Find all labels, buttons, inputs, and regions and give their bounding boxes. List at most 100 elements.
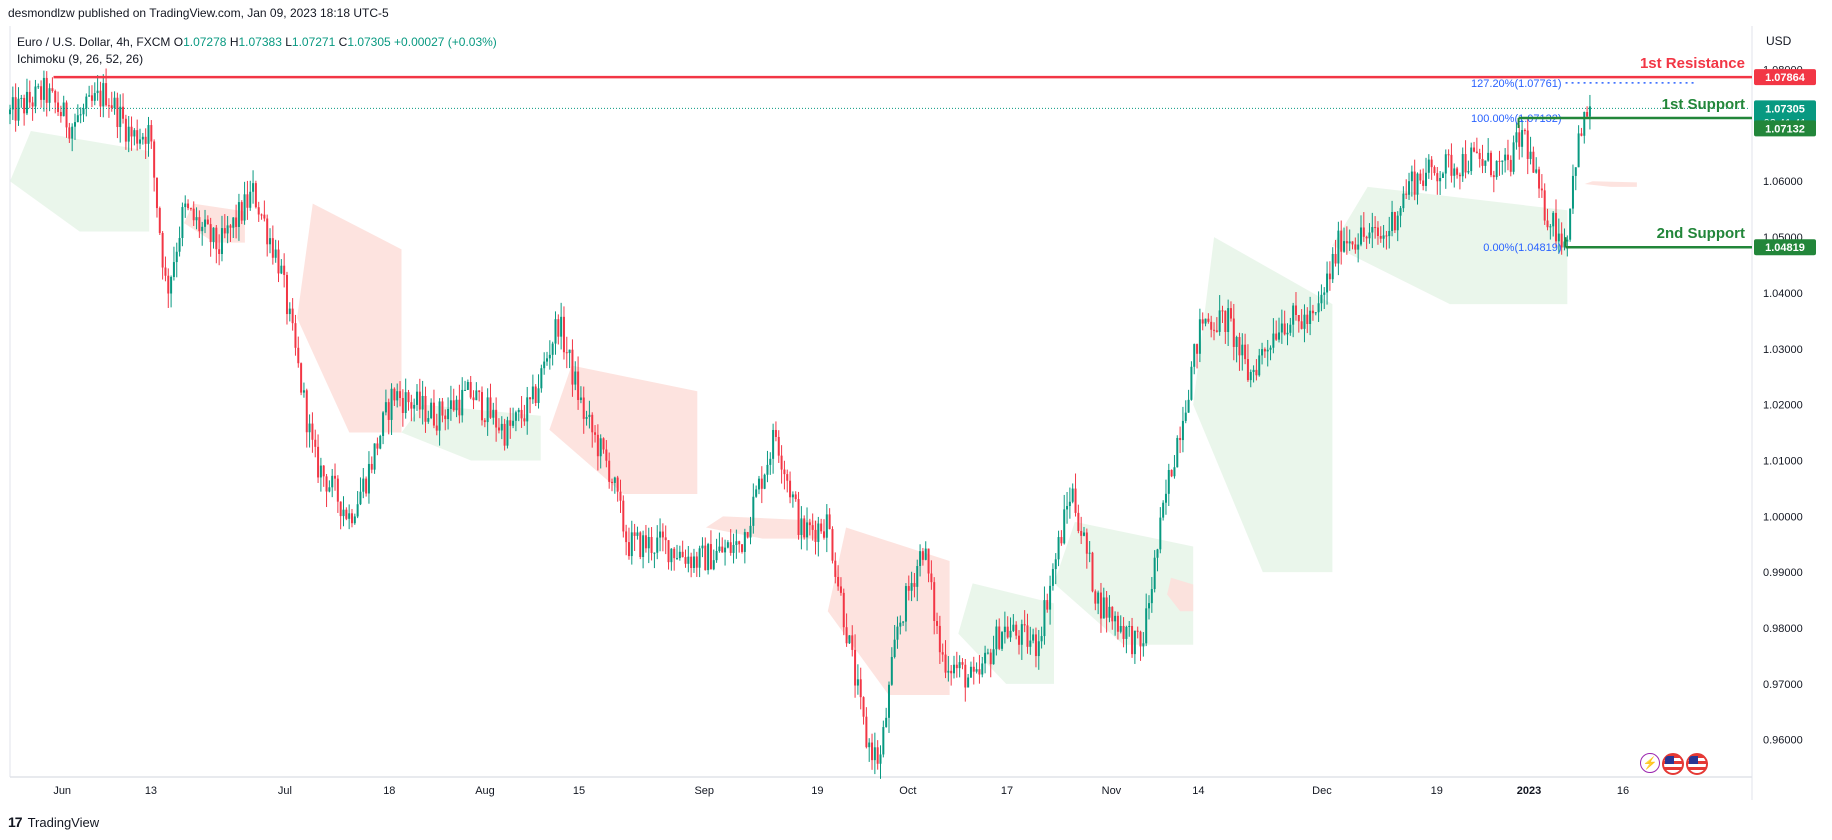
candle-body	[1196, 344, 1199, 354]
candle-body	[718, 546, 721, 551]
candle-body	[1046, 600, 1049, 610]
candle-body	[772, 429, 775, 459]
candle-body	[1091, 552, 1094, 592]
candle-body	[724, 547, 727, 553]
candle-body	[1252, 369, 1255, 373]
candle-body	[17, 98, 20, 121]
candle-body	[1297, 315, 1300, 322]
candle-body	[1193, 344, 1196, 367]
lightning-icon[interactable]: ⚡	[1640, 753, 1660, 773]
candle-body	[639, 532, 642, 558]
candle-body	[1543, 190, 1546, 221]
candle-body	[611, 481, 614, 483]
candle-body	[811, 525, 814, 530]
cloud-segment	[827, 527, 950, 696]
price-tick-label: 1.01000	[1763, 455, 1803, 467]
candle-body	[591, 414, 594, 433]
candle-body	[322, 465, 325, 477]
candle-body	[1238, 337, 1241, 356]
candle-body	[229, 225, 232, 228]
candle-body	[670, 548, 673, 563]
price-tick-label: 1.04000	[1763, 288, 1803, 300]
candle-body	[1374, 227, 1377, 229]
candle-body	[206, 219, 209, 225]
candle-body	[54, 90, 57, 103]
candle-body	[362, 478, 365, 492]
candle-body	[588, 414, 591, 417]
candle-body	[616, 477, 619, 492]
indicator-label[interactable]: Ichimoku (9, 26, 52, 26)	[17, 52, 144, 66]
candle-body	[834, 560, 837, 577]
candle-body	[627, 542, 630, 557]
candle-body	[31, 102, 34, 107]
candle-body	[40, 86, 43, 100]
cloud-segment	[1584, 181, 1637, 187]
price-tick-label: 1.06000	[1763, 176, 1803, 188]
candle-body	[1577, 133, 1580, 168]
candle-body	[582, 397, 585, 419]
candle-body	[998, 626, 1001, 649]
candle-body	[384, 402, 387, 413]
candle-body	[1139, 631, 1142, 647]
candle-body	[1410, 171, 1413, 182]
candle-body	[797, 499, 800, 535]
candle-body	[927, 548, 930, 574]
candle-body	[1215, 330, 1218, 332]
candle-body	[839, 586, 842, 593]
candle-body	[483, 420, 486, 423]
candle-body	[1586, 111, 1589, 117]
candle-body	[1300, 321, 1303, 329]
candle-body	[42, 77, 45, 100]
tradingview-logo[interactable]: TradingView	[27, 814, 100, 830]
candle-body	[701, 545, 704, 549]
candle-body	[1054, 559, 1057, 570]
footer-brand: 17 TradingView	[8, 814, 99, 830]
candle-body	[540, 368, 543, 389]
candle-body	[181, 207, 184, 239]
candle-body	[294, 323, 297, 348]
symbol-name[interactable]: Euro / U.S. Dollar, 4h, FXCM	[17, 35, 171, 49]
candle-body	[755, 489, 758, 497]
candle-body	[656, 537, 659, 553]
candle-body	[1283, 323, 1286, 335]
candle-body	[1249, 372, 1252, 381]
candle-body	[1331, 253, 1334, 280]
candle-body	[876, 747, 879, 764]
candle-body	[1506, 154, 1509, 160]
event-icons: ⚡	[1640, 753, 1708, 775]
candle-body	[1337, 230, 1340, 264]
candle-body	[325, 476, 328, 492]
candle-body	[1391, 211, 1394, 231]
candle-body	[633, 532, 636, 536]
candle-body	[1088, 552, 1091, 554]
candle-body	[854, 649, 857, 686]
candle-body	[650, 537, 653, 553]
candle-body	[760, 478, 763, 489]
candle-body	[1051, 569, 1054, 586]
time-tick-label: Jul	[278, 785, 292, 797]
candle-body	[1456, 168, 1459, 175]
candle-body	[37, 86, 40, 88]
time-tick-label: 19	[1431, 785, 1443, 797]
candle-body	[820, 523, 823, 532]
candle-body	[967, 677, 970, 688]
candle-body	[1213, 329, 1216, 331]
us-flag-icon[interactable]	[1662, 753, 1684, 775]
candle-body	[577, 371, 580, 400]
candle-body	[1475, 151, 1478, 153]
time-tick-label: Oct	[899, 785, 916, 797]
candle-body	[1009, 630, 1012, 638]
us-flag-icon[interactable]	[1686, 753, 1708, 775]
candle-body	[1385, 235, 1388, 237]
candle-body	[373, 443, 376, 470]
price-tick-label: 0.99000	[1763, 567, 1803, 579]
candle-body	[1077, 512, 1080, 531]
candle-body	[82, 108, 85, 115]
candle-body	[585, 416, 588, 419]
candle-body	[500, 423, 503, 431]
candle-body	[879, 754, 882, 764]
candle-body	[122, 106, 125, 119]
candle-body	[249, 191, 252, 208]
candle-body	[167, 275, 170, 294]
